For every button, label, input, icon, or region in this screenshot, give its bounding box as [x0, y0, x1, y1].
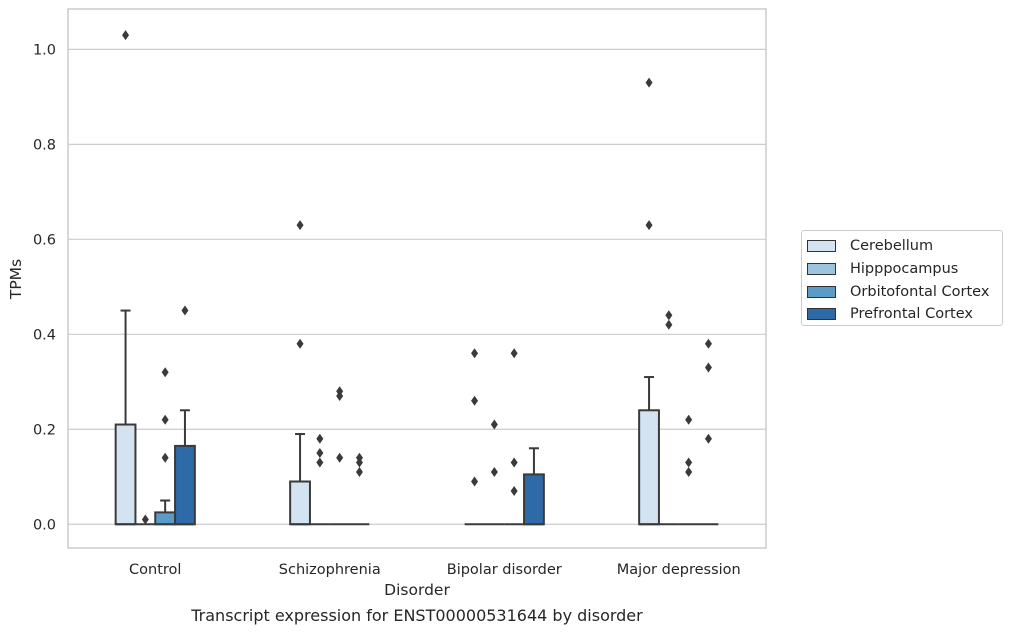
box [174, 444, 196, 526]
figure-caption: Transcript expression for ENST0000053164… [191, 606, 643, 625]
outlier-point [316, 433, 324, 444]
x-tick-label: Schizophrenia [279, 562, 381, 578]
legend-label: Hipppocampus [850, 261, 959, 278]
legend-swatch [807, 308, 836, 321]
legend-item: Cerebellum [807, 235, 1002, 258]
outlier-point [355, 457, 363, 468]
outlier-point [296, 220, 304, 231]
outlier-point [665, 310, 673, 321]
legend-label: Prefrontal Cortex [850, 306, 973, 323]
outlier-point [704, 338, 712, 349]
box [523, 473, 545, 526]
outlier-point [336, 391, 344, 402]
legend-item: Orbitofontal Cortex [807, 280, 1002, 303]
outlier-point [665, 319, 673, 330]
box [154, 511, 177, 526]
x-axis-label: Disorder [384, 581, 450, 599]
box [114, 423, 137, 526]
legend-item: Prefrontal Cortex [807, 303, 1002, 326]
y-tick-label: 0.2 [33, 422, 56, 438]
outlier-point [161, 367, 169, 378]
outlier-point [296, 338, 304, 349]
y-tick-label: 0.6 [33, 232, 56, 248]
outlier-point [181, 305, 189, 316]
outlier-point [685, 414, 693, 425]
outlier-point [510, 457, 518, 468]
outlier-point [704, 433, 712, 444]
boxes-layer [114, 30, 719, 526]
outlier-point [122, 30, 130, 41]
box [638, 409, 660, 526]
y-tick-label: 0.8 [33, 137, 56, 153]
outlier-point [471, 395, 479, 406]
y-axis-label: TPMs [7, 259, 25, 300]
outlier-point [510, 486, 518, 497]
outlier-point [336, 452, 344, 463]
outlier-point [141, 514, 149, 525]
outlier-point [161, 414, 169, 425]
x-tick-label: Control [129, 562, 181, 578]
y-tick-labels: 0.0 0.2 0.4 0.6 0.8 1.0 [33, 42, 56, 533]
x-tick-label: Major depression [617, 562, 741, 578]
outlier-point [645, 220, 653, 231]
legend-item: Hipppocampus [807, 258, 1002, 281]
outlier-point [471, 348, 479, 359]
outlier-point [471, 476, 479, 487]
legend-label: Orbitofontal Cortex [850, 283, 990, 300]
outlier-point [645, 77, 653, 88]
outlier-point [490, 467, 498, 478]
outlier-point [704, 362, 712, 373]
outlier-point [685, 467, 693, 478]
outlier-point [685, 457, 693, 468]
y-tick-label: 0.0 [33, 517, 56, 533]
outlier-point [490, 419, 498, 430]
outlier-point [316, 457, 324, 468]
outlier-point [316, 448, 324, 459]
legend-swatch [807, 240, 836, 253]
x-tick-label: Bipolar disorder [447, 562, 562, 578]
y-tick-label: 1.0 [33, 42, 56, 58]
y-tick-label: 0.4 [33, 327, 56, 343]
outlier-point [510, 348, 518, 359]
legend: Cerebellum Hipppocampus Orbitofontal Corte… [801, 230, 1003, 326]
outlier-point [355, 467, 363, 478]
legend-swatch [807, 263, 836, 276]
outlier-point [161, 452, 169, 463]
legend-label: Cerebellum [850, 238, 934, 255]
plot-area [67, 8, 767, 549]
box [289, 480, 311, 526]
x-tick-labels: Control Schizophrenia Bipolar disorder Majo… [129, 562, 741, 578]
legend-swatch [807, 285, 836, 298]
